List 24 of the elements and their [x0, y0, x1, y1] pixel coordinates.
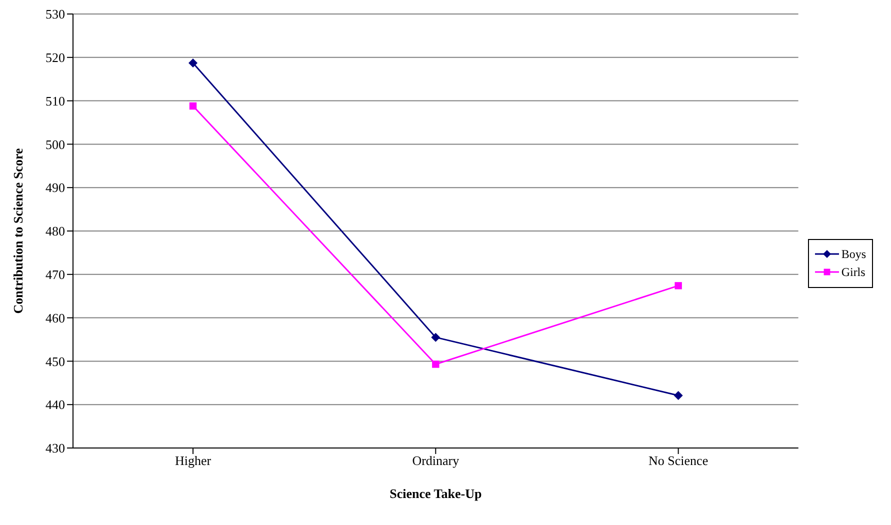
- point: [432, 360, 440, 368]
- y-tick-label: 530: [46, 6, 65, 22]
- y-tick-label: 500: [46, 136, 65, 152]
- y-tick-label: 510: [46, 93, 65, 108]
- x-axis-title: Science Take-Up: [390, 486, 482, 501]
- y-tick-label: 440: [46, 397, 65, 412]
- y-tick-label: 490: [46, 180, 65, 196]
- point: [189, 102, 197, 110]
- y-axis-title: Contribution to Science Score: [10, 148, 26, 314]
- y-tick-label: 480: [46, 224, 65, 239]
- y-tick-label: 470: [46, 267, 65, 282]
- point: [188, 58, 198, 68]
- legend-label: Girls: [841, 264, 866, 280]
- y-tick-label: 430: [46, 440, 65, 456]
- x-tick-label: Higher: [174, 453, 212, 468]
- x-tick-label: No Science: [648, 453, 708, 468]
- legend-label: Boys: [841, 246, 866, 262]
- y-tick-label: 460: [46, 310, 65, 326]
- y-tick-label: 450: [46, 354, 65, 369]
- point: [674, 282, 682, 290]
- y-tick-label: 520: [46, 50, 65, 66]
- x-tick-label: Ordinary: [412, 453, 460, 468]
- point: [431, 332, 440, 342]
- point: [674, 390, 683, 400]
